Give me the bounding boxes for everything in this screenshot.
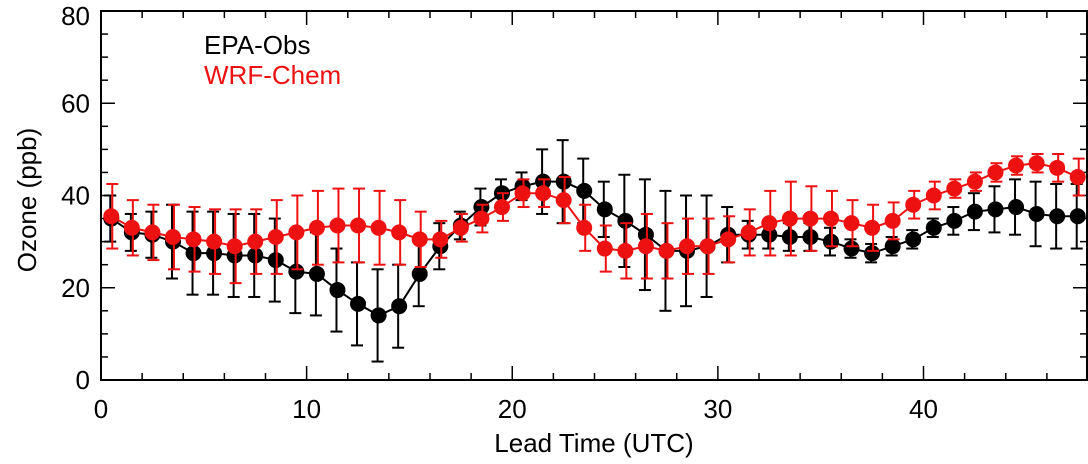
data-point — [308, 219, 325, 236]
data-point — [617, 242, 634, 259]
data-point — [884, 238, 901, 255]
data-point — [925, 187, 942, 204]
legend-entry-wrf-chem: WRF-Chem — [204, 60, 341, 90]
data-point — [1028, 155, 1045, 172]
data-point — [164, 229, 181, 246]
data-point — [966, 203, 983, 220]
y-tick-label: 60 — [61, 88, 90, 118]
data-point — [1028, 205, 1045, 222]
data-point — [576, 182, 593, 199]
data-point — [370, 219, 387, 236]
x-tick-label: 20 — [498, 394, 527, 424]
data-point — [946, 180, 963, 197]
data-point — [987, 164, 1004, 181]
data-point — [843, 240, 860, 257]
data-point — [123, 219, 140, 236]
data-point — [473, 210, 490, 227]
data-point — [514, 185, 531, 202]
data-point — [637, 238, 654, 255]
data-point — [822, 210, 839, 227]
data-point — [1008, 199, 1025, 216]
data-point — [411, 265, 428, 282]
data-point — [1069, 169, 1086, 186]
x-tick-label: 0 — [94, 394, 108, 424]
y-axis: 0 20 40 60 80 — [61, 1, 1087, 395]
y-tick-label: 20 — [61, 273, 90, 303]
data-point — [535, 185, 552, 202]
data-point — [329, 217, 346, 234]
data-point — [1069, 208, 1086, 225]
data-point — [658, 242, 675, 259]
data-point — [720, 231, 737, 248]
data-point — [802, 210, 819, 227]
data-point — [185, 231, 202, 248]
data-point — [596, 240, 613, 257]
data-point — [925, 219, 942, 236]
legend-entry-epa-obs: EPA-Obs — [204, 30, 310, 60]
data-point — [843, 215, 860, 232]
y-tick-label: 40 — [61, 181, 90, 211]
data-point — [555, 192, 572, 209]
data-point — [350, 217, 367, 234]
data-point — [1049, 208, 1066, 225]
data-point — [308, 265, 325, 282]
data-point — [699, 238, 716, 255]
data-point — [411, 231, 428, 248]
data-point — [617, 212, 634, 229]
data-point — [966, 173, 983, 190]
data-point — [103, 208, 120, 225]
series-layer — [103, 139, 1086, 363]
data-point — [206, 233, 223, 250]
data-point — [370, 307, 387, 324]
data-point — [864, 245, 881, 262]
x-axis: 0 10 20 30 40 — [94, 11, 1088, 424]
data-point — [679, 238, 696, 255]
data-point — [144, 224, 161, 241]
data-point — [226, 238, 243, 255]
data-point — [391, 298, 408, 315]
data-point — [740, 224, 757, 241]
data-point — [987, 201, 1004, 218]
y-tick-label: 80 — [61, 1, 90, 31]
data-point — [432, 231, 449, 248]
data-point — [946, 212, 963, 229]
series-wrf-chem — [103, 152, 1086, 285]
data-point — [596, 201, 613, 218]
x-tick-label: 10 — [292, 394, 321, 424]
data-point — [1008, 157, 1025, 174]
x-tick-label: 40 — [909, 394, 938, 424]
data-point — [884, 212, 901, 229]
data-point — [288, 224, 305, 241]
series-epa-obs — [103, 139, 1086, 363]
data-point — [267, 229, 284, 246]
data-point — [576, 219, 593, 236]
data-point — [329, 282, 346, 299]
data-point — [781, 210, 798, 227]
data-point — [288, 263, 305, 280]
data-point — [905, 231, 922, 248]
data-point — [864, 219, 881, 236]
data-point — [761, 215, 778, 232]
data-point — [247, 233, 264, 250]
y-tick-label: 0 — [76, 365, 90, 395]
x-tick-label: 30 — [703, 394, 732, 424]
data-point — [493, 199, 510, 216]
data-point — [452, 219, 469, 236]
y-axis-label: Ozone (ppb) — [12, 128, 42, 273]
data-point — [391, 224, 408, 241]
data-point — [350, 295, 367, 312]
data-point — [905, 196, 922, 213]
data-point — [1049, 159, 1066, 176]
x-axis-label: Lead Time (UTC) — [494, 428, 693, 458]
